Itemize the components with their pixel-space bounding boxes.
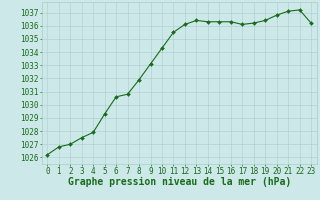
X-axis label: Graphe pression niveau de la mer (hPa): Graphe pression niveau de la mer (hPa): [68, 177, 291, 187]
